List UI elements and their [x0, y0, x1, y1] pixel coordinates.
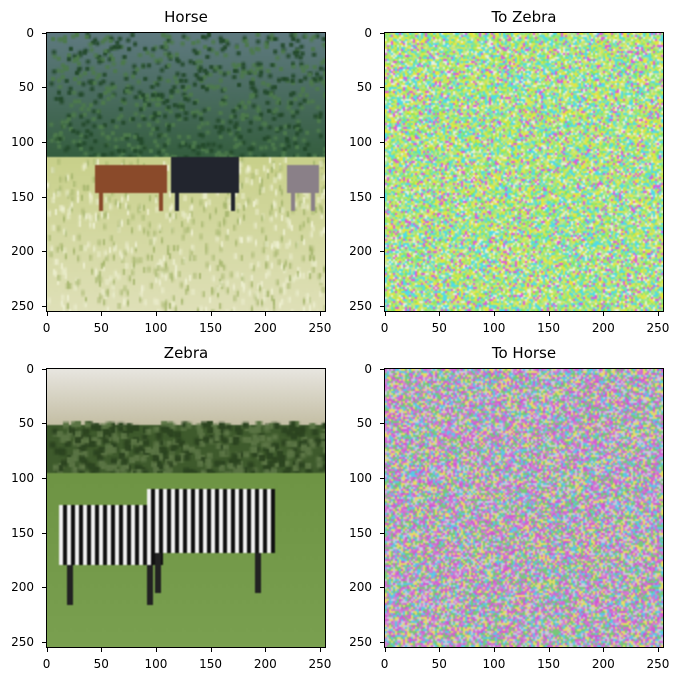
x-tick-label: 0: [42, 657, 51, 671]
subplot-horse: Horse 0 50 100 150 200 250 0 50 100 150 200 250: [11, 8, 331, 335]
y-tick-label: 250: [11, 634, 34, 649]
x-tick-label: 100: [144, 657, 168, 671]
y-tick-label: 100: [11, 134, 34, 149]
image-to-horse: [384, 368, 664, 648]
image-zebra: [46, 368, 326, 648]
y-tick-label: 150: [11, 525, 34, 540]
x-tick-label: 100: [144, 321, 168, 335]
x-tick-label: 200: [253, 657, 277, 671]
x-tick-label: 250: [646, 321, 670, 335]
x-tick-label: 0: [42, 321, 51, 335]
y-tick-label: 0: [364, 361, 372, 376]
x-tick-label: 200: [591, 657, 615, 671]
y-tick-label: 100: [11, 470, 34, 485]
y-tick-label: 200: [349, 244, 372, 259]
subplot-title: Zebra: [163, 344, 209, 362]
x-tick-label: 50: [431, 657, 447, 671]
y-tick-label: 250: [349, 634, 372, 649]
x-tick-label: 0: [380, 657, 389, 671]
x-tick-label: 0: [380, 321, 389, 335]
image-horse: [46, 32, 326, 312]
y-tick-label: 100: [349, 470, 372, 485]
x-tick-label: 200: [591, 321, 615, 335]
subplot-title: Horse: [164, 8, 208, 26]
x-tick-label: 150: [537, 321, 561, 335]
x-tick-label: 150: [537, 657, 561, 671]
y-tick-label: 0: [26, 361, 34, 376]
y-tick-label: 200: [349, 580, 372, 595]
x-tick-label: 150: [199, 321, 223, 335]
y-tick-label: 50: [356, 416, 372, 431]
x-tick-label: 250: [308, 321, 332, 335]
x-tick-label: 100: [482, 321, 506, 335]
x-tick-label: 250: [308, 657, 332, 671]
y-tick-label: 150: [11, 189, 34, 204]
y-tick-label: 0: [26, 25, 34, 40]
y-tick-label: 50: [18, 80, 34, 95]
y-tick-label: 150: [349, 525, 372, 540]
x-tick-label: 150: [199, 657, 223, 671]
subplot-title: To Zebra: [491, 8, 557, 26]
y-tick-label: 50: [356, 80, 372, 95]
subplot-zebra: Zebra 0 50 100 150 200 250 0 50 100 150 200 250: [11, 344, 331, 671]
y-tick-label: 200: [11, 244, 34, 259]
subplot-to-horse: To Horse 0 50 100 150 200 250 0 50 100 150 200 250: [349, 344, 669, 671]
y-tick-label: 50: [18, 416, 34, 431]
y-tick-label: 200: [11, 580, 34, 595]
y-tick-label: 250: [11, 298, 34, 313]
y-tick-label: 250: [349, 298, 372, 313]
x-tick-label: 50: [93, 657, 109, 671]
y-tick-label: 100: [349, 134, 372, 149]
y-tick-label: 150: [349, 189, 372, 204]
x-tick-label: 200: [253, 321, 277, 335]
x-tick-label: 250: [646, 657, 670, 671]
x-tick-label: 50: [93, 321, 109, 335]
subplot-to-zebra: To Zebra 0 50 100 150 200 250 0 50 100 150 200 250: [349, 8, 669, 335]
y-tick-label: 0: [364, 25, 372, 40]
x-tick-label: 50: [431, 321, 447, 335]
subplot-title: To Horse: [491, 344, 557, 362]
x-tick-label: 100: [482, 657, 506, 671]
image-to-zebra: [384, 32, 664, 312]
